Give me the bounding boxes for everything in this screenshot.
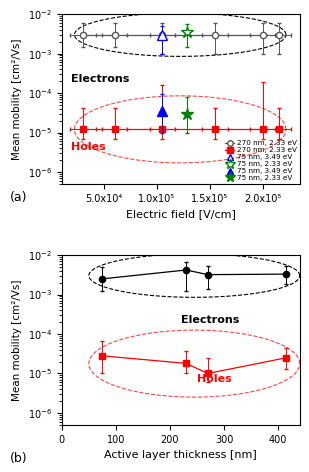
X-axis label: Active layer thickness [nm]: Active layer thickness [nm] [104, 450, 257, 460]
Legend: 270 nm, 2.33 eV, 270 nm, 2.33 eV, 75 nm, 3.49 eV, 75 nm, 2.33 eV, 75 nm, 3.49 eV: 270 nm, 2.33 eV, 270 nm, 2.33 eV, 75 nm,… [225, 140, 298, 182]
X-axis label: Electric field [V/cm]: Electric field [V/cm] [126, 209, 236, 219]
Text: Holes: Holes [71, 142, 106, 152]
Text: Electrons: Electrons [71, 74, 130, 84]
Y-axis label: Mean mobility [cm²/Vs]: Mean mobility [cm²/Vs] [12, 279, 22, 401]
Y-axis label: Mean mobility [cm²/Vs]: Mean mobility [cm²/Vs] [12, 38, 22, 160]
Text: Holes: Holes [197, 374, 232, 384]
Text: (b): (b) [10, 452, 27, 465]
Text: (a): (a) [10, 191, 27, 204]
Text: Electrons: Electrons [181, 315, 239, 325]
